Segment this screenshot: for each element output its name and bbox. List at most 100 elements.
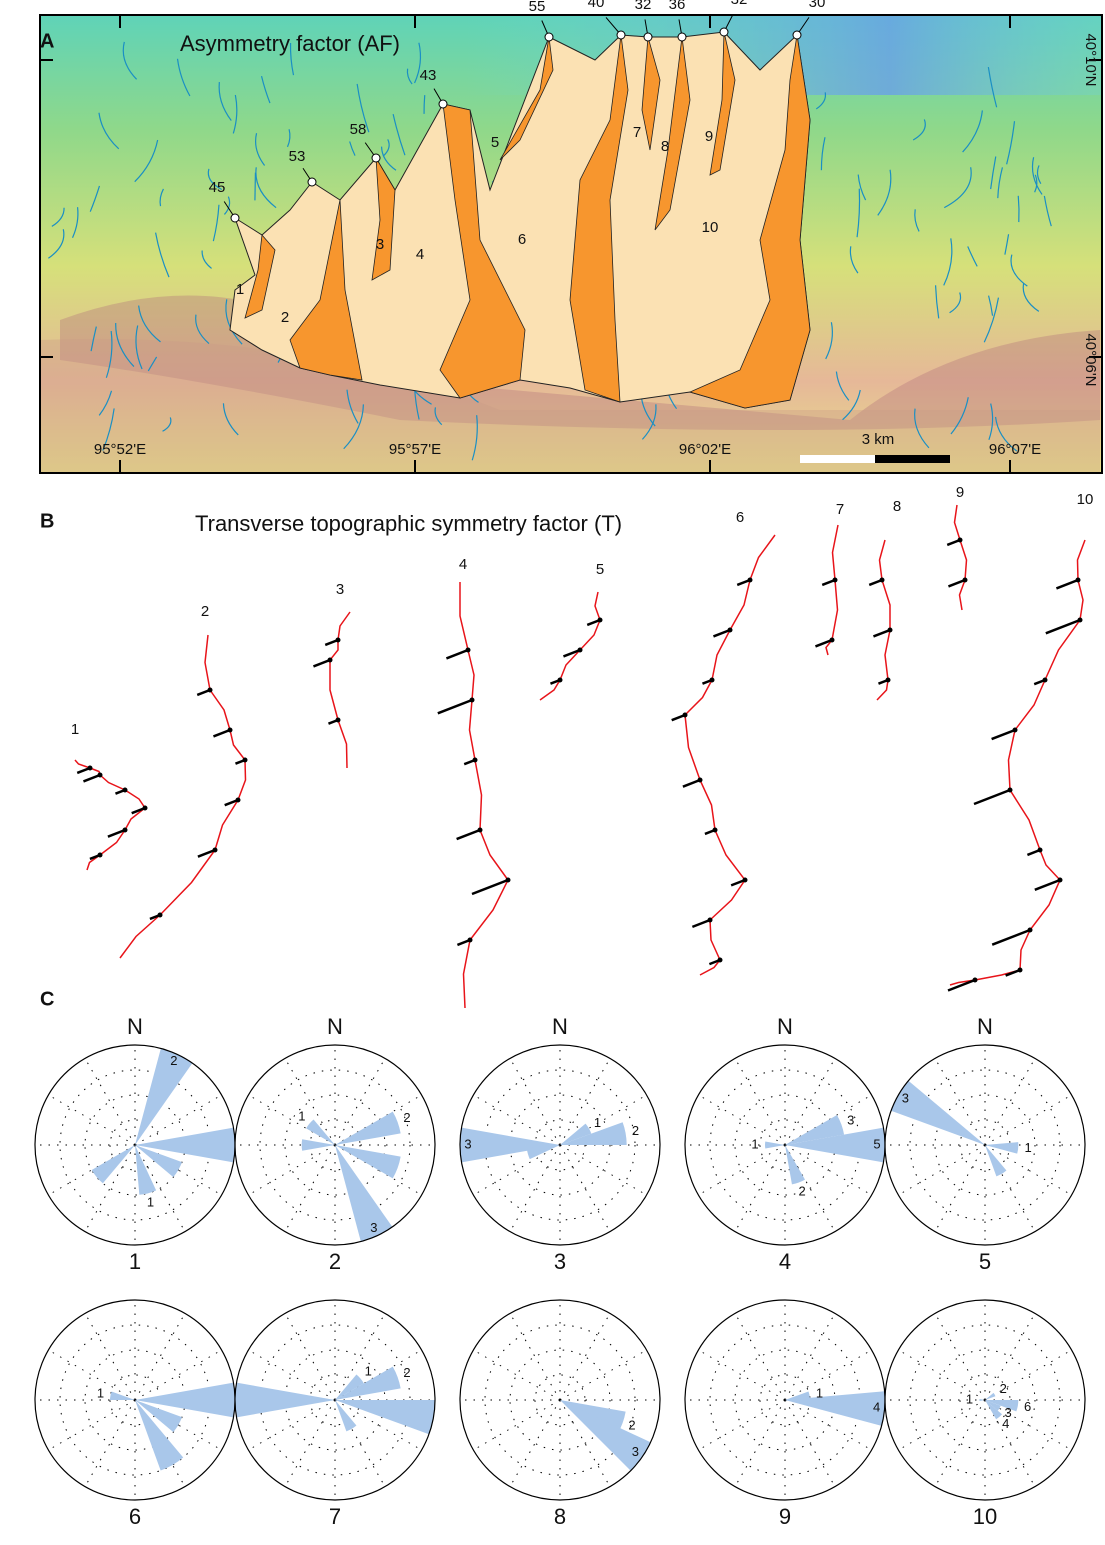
outlet	[545, 33, 553, 41]
rose-spoke	[898, 1400, 985, 1450]
rose-petal	[135, 1048, 192, 1145]
rose-diagram: 419	[685, 1300, 885, 1529]
petal-label: 3	[464, 1136, 471, 1151]
rose-spoke	[735, 1058, 785, 1145]
rose-spoke	[785, 1350, 872, 1400]
petal-label: 1	[97, 1385, 104, 1400]
outlet-label: 55	[529, 0, 546, 15]
petal-label: 2	[628, 1418, 635, 1433]
rose-spoke	[248, 1145, 335, 1195]
profile-node	[473, 758, 478, 763]
rose-petal	[785, 1391, 810, 1400]
rose-spoke	[985, 1095, 1072, 1145]
symmetry-vector	[457, 830, 480, 839]
rose-spoke	[735, 1145, 785, 1232]
petal-label: 2	[632, 1123, 639, 1138]
petal-label: 2	[403, 1110, 410, 1125]
panel-title: Asymmetry factor (AF)	[180, 31, 400, 56]
rose-spoke	[285, 1058, 335, 1145]
basin-label: 6	[518, 231, 526, 248]
profile-node	[698, 778, 703, 783]
outlet-label: 53	[289, 148, 306, 165]
rose-spoke	[560, 1350, 647, 1400]
rose-spoke	[898, 1145, 985, 1195]
profile-node	[336, 638, 341, 643]
rose-petal	[235, 1383, 335, 1418]
profile-node	[1038, 848, 1043, 853]
profile-node	[1008, 788, 1013, 793]
rose-spoke	[85, 1145, 135, 1232]
petal-label: 3	[370, 1220, 377, 1235]
outlet-label: 40	[588, 0, 605, 11]
profile-node	[466, 648, 471, 653]
symmetry-vector	[683, 780, 700, 787]
outlet	[231, 214, 239, 222]
petal-label: 4	[1002, 1416, 1009, 1431]
profile-node	[123, 788, 128, 793]
rose-diagram: 16	[35, 1300, 235, 1529]
profile	[120, 635, 246, 958]
profile-node	[328, 658, 333, 663]
profile	[877, 540, 890, 700]
profile-node	[748, 578, 753, 583]
profile-node	[708, 918, 713, 923]
outlet-label: 30	[809, 0, 826, 11]
outlet	[439, 100, 447, 108]
rose-spoke	[285, 1145, 335, 1232]
petal-label: 1	[1025, 1140, 1032, 1155]
profile-node	[1043, 678, 1048, 683]
rose-spoke	[698, 1400, 785, 1450]
north-label: N	[777, 1014, 793, 1039]
profile-node	[98, 773, 103, 778]
petal-label: 1	[966, 1391, 973, 1406]
rose-spoke	[985, 1313, 1035, 1400]
profile-node	[973, 978, 978, 983]
profile	[685, 535, 775, 975]
symmetry-vector	[1056, 580, 1078, 588]
rose-spoke	[85, 1313, 135, 1400]
rose-spoke	[85, 1058, 135, 1145]
rose-label: 9	[779, 1504, 791, 1529]
petal-label: 3	[902, 1090, 909, 1105]
rose-spoke	[698, 1095, 785, 1145]
rose-label: 4	[779, 1249, 791, 1274]
rose-spoke	[985, 1350, 1072, 1400]
basin-label: 2	[281, 309, 289, 326]
rose-petal	[110, 1391, 135, 1400]
rose-label: 2	[329, 1249, 341, 1274]
profile-label: 4	[459, 556, 467, 573]
profile-node	[578, 648, 583, 653]
rose-spoke	[135, 1313, 185, 1400]
profile	[460, 582, 508, 1008]
petal-label: 1	[298, 1109, 305, 1124]
rose-spoke	[698, 1350, 785, 1400]
basin-label: 9	[705, 128, 713, 145]
profile-node	[243, 758, 248, 763]
rose-petal	[460, 1128, 560, 1163]
rose-spoke	[735, 1313, 785, 1400]
symmetry-vector	[313, 660, 330, 666]
rose-spoke	[560, 1313, 610, 1400]
rose-spoke	[473, 1350, 560, 1400]
panel-letter: A	[40, 30, 54, 52]
rose-spoke	[985, 1058, 1035, 1145]
petal-label: 3	[632, 1444, 639, 1459]
basin-label: 5	[491, 134, 499, 151]
rose-spoke	[473, 1400, 560, 1450]
longitude-label: 96°02'E	[679, 441, 731, 458]
outlet	[308, 178, 316, 186]
petal-label: 1	[594, 1115, 601, 1130]
profile-node	[1028, 928, 1033, 933]
panel-letter: C	[40, 988, 54, 1010]
basin-label: 10	[702, 219, 719, 236]
rose-petal	[335, 1112, 401, 1145]
petal-label: 2	[1000, 1381, 1007, 1396]
profile-node	[880, 578, 885, 583]
profile-node	[506, 878, 511, 883]
rose-petal	[92, 1145, 135, 1183]
profile-label: 7	[836, 501, 844, 518]
